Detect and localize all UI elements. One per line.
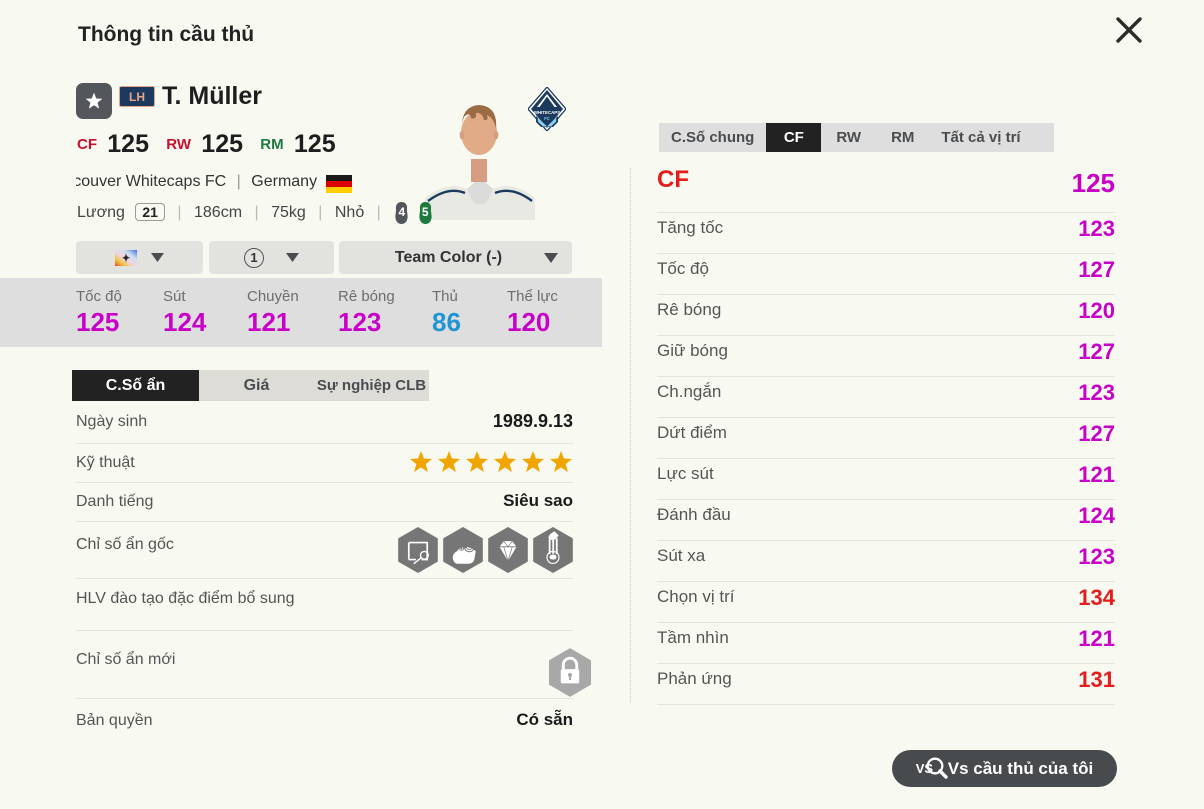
svg-text:WHITECAPS: WHITECAPS xyxy=(534,110,560,115)
svg-text:FC: FC xyxy=(544,116,550,121)
